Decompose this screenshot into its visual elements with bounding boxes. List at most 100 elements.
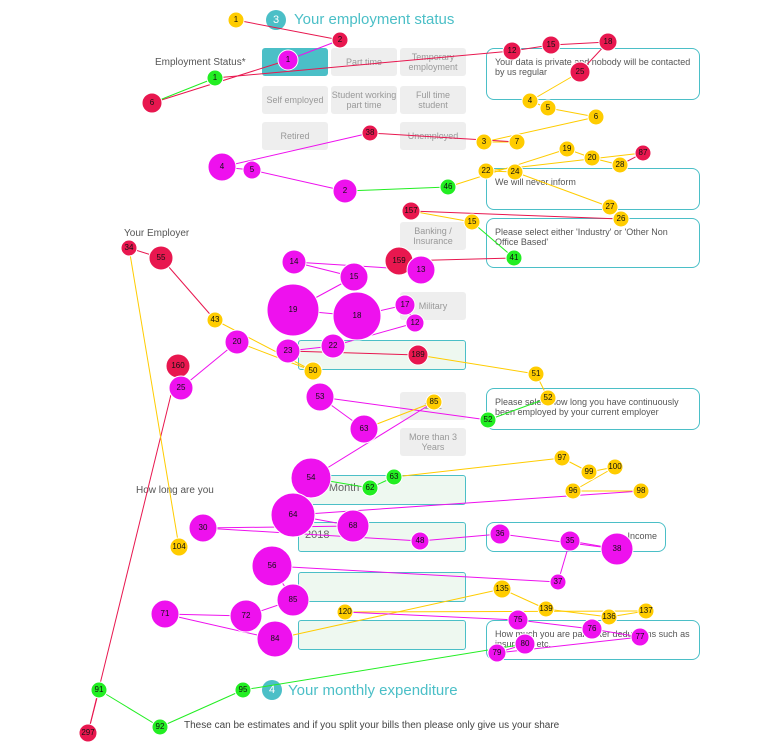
connector [214,319,314,372]
connector [292,490,642,516]
input[interactable] [298,620,466,650]
overlay-label: 25 [576,67,585,76]
connector [517,619,593,630]
overlay-label: 38 [366,128,375,137]
connector [419,533,501,542]
overlay-label: 22 [329,341,338,350]
connector [417,354,537,375]
option[interactable]: Self employed [262,86,328,114]
connector [332,322,416,347]
overlay-label: 18 [604,37,613,46]
overlay-label: 85 [430,397,439,406]
overlay-node [320,333,346,359]
overlay-label: 68 [349,521,358,530]
overlay-node [505,249,523,267]
overlay-label: 5 [250,165,255,174]
overlay-node [276,583,310,617]
overlay-node [475,133,493,151]
connector [499,533,618,550]
overlay-label: 12 [411,318,420,327]
connector [545,608,610,618]
option[interactable]: Full time student [400,86,466,114]
connector [393,457,563,478]
overlay-node [169,537,189,557]
overlay-node [234,681,252,699]
connector [98,689,161,728]
option[interactable]: More than 3 Years [400,428,466,456]
overlay-label: 79 [493,648,502,657]
option[interactable]: Student working part time [331,86,397,114]
connector [487,397,549,421]
overlay-label: 6 [594,112,599,121]
overlay-node [251,545,293,587]
overlay-label: 85 [289,595,298,604]
overlay-label: 52 [484,415,493,424]
overlay-label: 120 [338,607,352,616]
overlay-node [587,108,605,126]
connector [128,247,180,548]
connector [151,77,216,104]
overlay-node [256,620,294,658]
overlay-label: 18 [353,311,362,320]
overlay-node [487,643,507,663]
overlay-label: 1 [213,73,218,82]
overlay-label: 22 [482,166,491,175]
overlay-node [425,393,443,411]
connector [410,210,622,220]
overlay-label: 97 [558,453,567,462]
option[interactable]: Banking / Insurance [400,222,466,250]
connector [221,132,371,168]
overlay-node [632,482,650,500]
overlay-label: 139 [539,604,553,613]
connector [471,221,515,259]
overlay-label: 1 [234,15,239,24]
overlay-label: 30 [199,523,208,532]
overlay-node [564,482,582,500]
overlay-node [601,198,619,216]
overlay-node [207,152,237,182]
overlay-node [439,178,457,196]
overlay-label: 6 [150,98,155,107]
overlay-node [401,201,421,221]
overlay-node [405,313,425,333]
overlay-node [206,69,224,87]
connector [514,171,611,208]
overlay-label: 98 [637,486,646,495]
overlay-label: 12 [508,46,517,55]
overlay-node [224,329,250,355]
connector [483,116,597,143]
overlay-node [275,338,301,364]
overlay-label: 96 [569,486,578,495]
overlay-node [514,633,536,655]
overlay-node [527,365,545,383]
overlay-label: 13 [417,265,426,274]
overlay-node [349,414,379,444]
overlay-node [406,255,436,285]
overlay-node [277,49,299,71]
overlay-label: 91 [95,685,104,694]
input[interactable]: 2018 [298,522,466,552]
overlay-node [521,92,539,110]
info-box: Please select either 'Industry' or 'Othe… [486,218,700,268]
overlay-label: 62 [366,483,375,492]
connector [202,527,421,542]
overlay-node [332,291,382,341]
overlay-node [168,375,194,401]
overlay-node [229,599,263,633]
overlay-label: 4 [220,162,225,171]
overlay-label: 15 [547,40,556,49]
overlay-label: 95 [239,685,248,694]
overlay-node [541,35,561,55]
overlay-node [558,140,576,158]
overlay-node [141,92,163,114]
overlay-node [569,61,591,83]
overlay-label: 189 [411,350,425,359]
overlay-label: 160 [171,361,185,370]
overlay-node [90,681,108,699]
overlay-node [611,156,629,174]
overlay-node [331,31,349,49]
overlay-node [206,311,224,329]
connector [242,643,526,691]
connector [214,50,513,79]
option[interactable]: Temporary employment [400,48,466,76]
